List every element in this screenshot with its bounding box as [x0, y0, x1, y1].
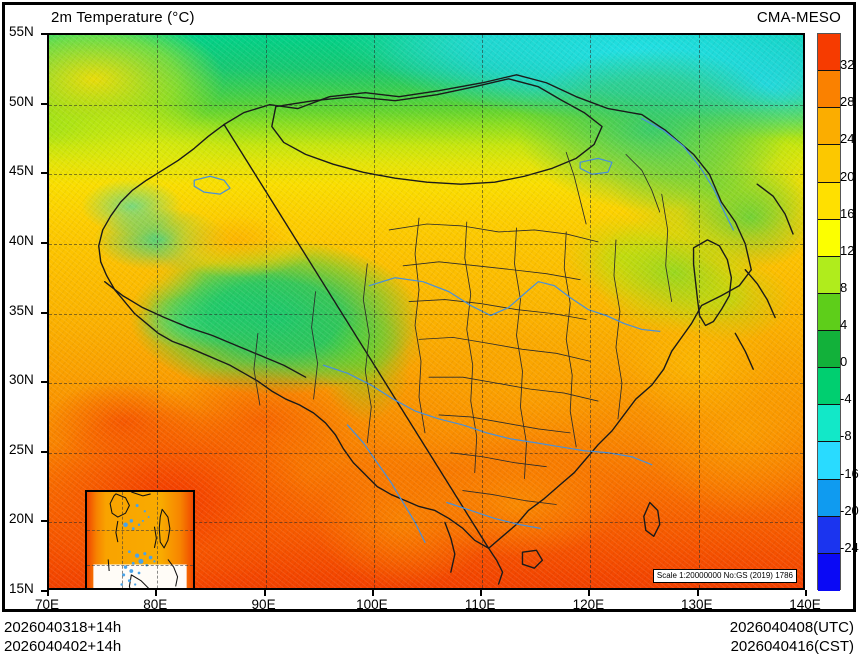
footer-left-line1: 2026040318+14h: [4, 619, 122, 636]
x-tick: [155, 590, 158, 596]
colorbar-segment: [818, 368, 840, 406]
x-tick: [588, 590, 591, 596]
y-tick: [41, 520, 47, 523]
province-borders: [253, 151, 673, 505]
colorbar-segment: [818, 108, 840, 146]
footer-left: 2026040318+14h 2026040402+14h: [4, 618, 121, 656]
x-tick-label: 90E: [251, 597, 276, 612]
x-tick-label: 140E: [789, 597, 821, 612]
colorbar-segment: [818, 405, 840, 443]
rivers: [193, 117, 734, 543]
colorbar-tick-label: -20: [840, 502, 859, 518]
colorbar-tick-label: -4: [840, 391, 852, 407]
y-tick-label: 25N: [9, 441, 34, 457]
y-tick: [41, 311, 47, 314]
colorbar-tick-label: -24: [840, 539, 859, 555]
footer-right-line2: 2026040416(CST): [730, 638, 854, 655]
x-tick-label: 100E: [356, 597, 388, 612]
x-tick: [371, 590, 374, 596]
inset-ocean-white: [93, 492, 187, 588]
y-tick: [41, 241, 47, 244]
x-tick: [263, 590, 266, 596]
colorbar-tick-label: 24: [840, 131, 855, 147]
map-outlines: [98, 74, 794, 585]
temperature-field: [49, 35, 803, 588]
x-tick-label: 130E: [680, 597, 713, 612]
x-tick: [480, 590, 483, 596]
temperature-map[interactable]: Scale 1:20000000 No:GS (2019) 1786: [47, 33, 805, 590]
colorbar[interactable]: [817, 33, 841, 591]
map-frame: 2m Temperature (°C) CMA-MESO: [2, 2, 856, 612]
x-tick: [47, 590, 49, 596]
footer-right: 2026040408(UTC) 2026040416(CST): [730, 618, 854, 656]
y-tick-label: 50N: [9, 93, 34, 109]
y-tick-label: 40N: [9, 232, 34, 248]
footer-right-line1: 2026040408(UTC): [729, 619, 854, 636]
x-tick: [805, 590, 807, 596]
colorbar-tick-label: 12: [840, 242, 855, 258]
y-tick: [41, 590, 47, 592]
colorbar-tick-label: 16: [840, 205, 855, 221]
colorbar-segment: [818, 71, 840, 109]
colorbar-segment: [818, 145, 840, 183]
y-tick-label: 35N: [9, 302, 34, 318]
colorbar-segment: [818, 34, 840, 72]
x-tick-label: 70E: [34, 597, 60, 612]
colorbar-segment: [818, 442, 840, 480]
x-tick-label: 80E: [143, 597, 168, 612]
inset-graticule: [87, 492, 193, 588]
colorbar-tick-label: 20: [840, 168, 855, 184]
south-china-sea-inset[interactable]: Scale 1:40000000: [85, 490, 195, 588]
y-tick-label: 55N: [9, 24, 34, 39]
model-label: CMA-MESO: [756, 9, 841, 26]
colorbar-segment: [818, 182, 840, 220]
y-tick-label: 20N: [9, 511, 34, 527]
colorbar-tick-label: -16: [840, 465, 859, 481]
country-borders: [98, 74, 794, 585]
y-tick: [41, 172, 47, 175]
map-scale-label: Scale 1:20000000 No:GS (2019) 1786: [652, 569, 797, 583]
x-tick-label: 120E: [572, 597, 605, 612]
colorbar-tick-label: -8: [840, 428, 852, 444]
y-tick: [41, 381, 47, 384]
colorbar-segment: [818, 256, 840, 294]
y-tick: [41, 102, 47, 105]
page-title: 2m Temperature (°C): [51, 9, 195, 26]
colorbar-tick-label: 8: [840, 279, 848, 295]
colorbar-segment: [818, 219, 840, 257]
y-tick-label: 15N: [9, 581, 34, 596]
y-tick-label: 45N: [9, 163, 34, 179]
x-tick-label: 110E: [464, 597, 496, 612]
colorbar-segment: [818, 479, 840, 517]
colorbar-tick-label: 0: [840, 354, 848, 370]
colorbar-segment: [818, 331, 840, 369]
colorbar-segment: [818, 553, 840, 591]
colorbar-tick-label: 4: [840, 317, 848, 333]
colorbar-tick-label: 32: [840, 57, 855, 73]
footer-left-line2: 2026040402+14h: [4, 638, 122, 655]
x-tick: [696, 590, 699, 596]
y-tick: [41, 450, 47, 453]
colorbar-segment: [818, 516, 840, 554]
y-tick-label: 30N: [9, 372, 34, 388]
y-tick: [41, 33, 47, 35]
colorbar-segment: [818, 293, 840, 332]
colorbar-tick-label: 28: [840, 94, 855, 110]
